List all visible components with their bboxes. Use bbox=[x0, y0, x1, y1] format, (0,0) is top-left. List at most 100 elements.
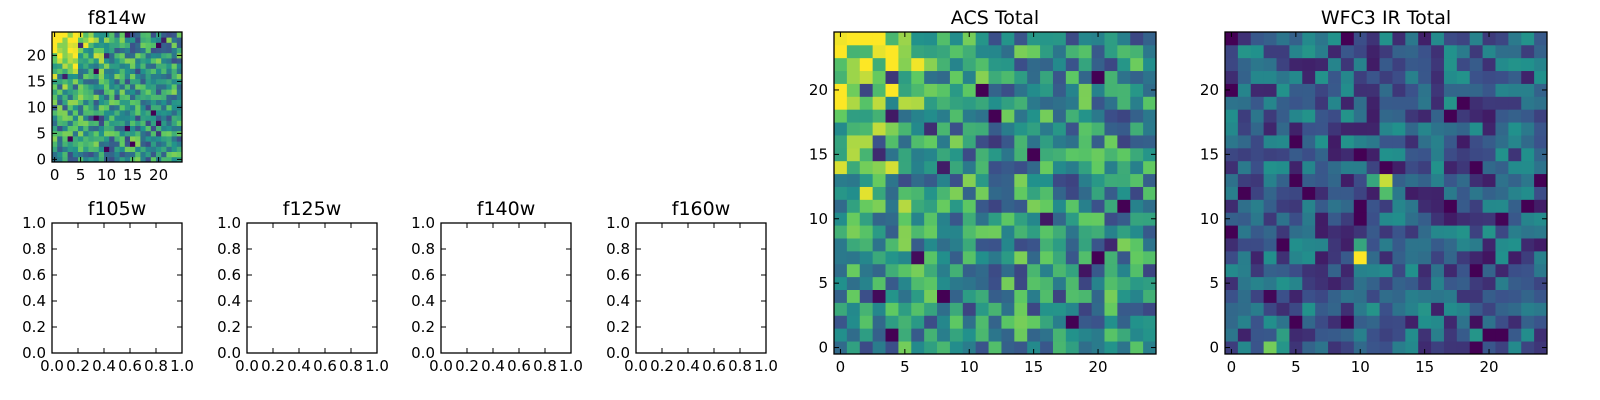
heatmap-cell bbox=[78, 94, 84, 100]
heatmap-cell bbox=[1065, 341, 1080, 355]
heatmap-cell bbox=[1418, 109, 1432, 123]
heatmap-cell bbox=[114, 73, 120, 80]
heatmap-cell bbox=[72, 63, 79, 69]
heatmap-cell bbox=[1117, 32, 1131, 46]
heatmap-cell bbox=[949, 276, 964, 290]
heatmap-cell bbox=[1091, 160, 1105, 175]
heatmap-cell bbox=[156, 99, 162, 106]
heatmap-cell bbox=[1117, 212, 1131, 226]
heatmap-cell bbox=[1014, 250, 1028, 265]
heatmap-cell bbox=[1495, 315, 1509, 329]
heatmap-cell bbox=[1534, 199, 1548, 213]
heatmap-cell bbox=[171, 63, 178, 69]
heatmap-cell bbox=[1456, 160, 1471, 175]
heatmap-cell bbox=[1469, 289, 1483, 303]
heatmap-cells-acs-total bbox=[834, 32, 1157, 355]
heatmap-cell bbox=[1091, 147, 1105, 162]
heatmap-cell bbox=[1117, 83, 1131, 97]
heatmap-cell bbox=[135, 37, 141, 43]
heatmap-cell bbox=[1078, 44, 1092, 59]
heatmap-cell bbox=[140, 58, 146, 64]
panel-title: f125w bbox=[283, 198, 342, 220]
heatmap-cell bbox=[1250, 289, 1265, 303]
heatmap-cell bbox=[1392, 109, 1406, 123]
heatmap-cell bbox=[911, 96, 925, 110]
heatmap-cell bbox=[98, 141, 105, 147]
heatmap-cell bbox=[1469, 32, 1483, 46]
heatmap-cell bbox=[78, 73, 84, 80]
heatmap-cell bbox=[924, 122, 938, 136]
heatmap-cell bbox=[130, 94, 136, 100]
heatmap-cell bbox=[119, 136, 126, 142]
heatmap-cell bbox=[1040, 186, 1054, 200]
heatmap-cell bbox=[1117, 263, 1131, 278]
heatmap-cell bbox=[1014, 186, 1028, 200]
heatmap-cell bbox=[1104, 212, 1118, 226]
heatmap-cell bbox=[109, 42, 115, 48]
heatmap-cell bbox=[1117, 238, 1131, 252]
heatmap-cell bbox=[949, 122, 964, 136]
heatmap-cell bbox=[1469, 96, 1483, 110]
heatmap-cell bbox=[1431, 173, 1445, 187]
heatmap-cell bbox=[885, 328, 899, 342]
heatmap-cell bbox=[962, 70, 977, 84]
heatmap-cell bbox=[135, 42, 141, 48]
x-tick-label: 10 bbox=[960, 358, 979, 376]
heatmap-cell bbox=[62, 115, 68, 121]
heatmap-cell bbox=[1237, 44, 1252, 59]
heatmap-cell bbox=[949, 328, 964, 342]
heatmap-cell bbox=[898, 109, 912, 123]
heatmap-cell bbox=[1001, 32, 1015, 46]
heatmap-cell bbox=[1143, 186, 1157, 200]
heatmap-cell bbox=[104, 63, 110, 69]
heatmap-cell bbox=[93, 104, 100, 111]
heatmap-cell bbox=[78, 84, 84, 90]
heatmap-cell bbox=[846, 186, 861, 200]
heatmap-cell bbox=[1117, 289, 1131, 303]
heatmap-cell bbox=[1418, 250, 1432, 265]
heatmap-cell bbox=[846, 147, 861, 162]
heatmap-cell bbox=[1443, 160, 1458, 175]
heatmap-cell bbox=[1027, 289, 1041, 303]
y-tick-label: 15 bbox=[1200, 145, 1219, 163]
heatmap-cell bbox=[1237, 276, 1252, 290]
heatmap-cell bbox=[1117, 250, 1131, 265]
heatmap-cell bbox=[834, 83, 848, 97]
heatmap-cell bbox=[1040, 289, 1054, 303]
heatmap-cell bbox=[1091, 83, 1105, 97]
heatmap-cell bbox=[171, 156, 178, 163]
heatmap-cell bbox=[834, 135, 848, 149]
heatmap-cell bbox=[1001, 341, 1015, 355]
y-tick-label: 0.4 bbox=[22, 292, 46, 310]
heatmap-cell bbox=[135, 130, 141, 137]
heatmap-cell bbox=[937, 135, 951, 149]
heatmap-cell bbox=[1366, 57, 1380, 72]
heatmap-cell bbox=[83, 78, 89, 85]
heatmap-cell bbox=[98, 37, 105, 43]
heatmap-cell bbox=[1104, 263, 1118, 278]
heatmap-cell bbox=[1315, 250, 1329, 265]
heatmap-cell bbox=[1469, 238, 1483, 252]
heatmap-cell bbox=[1014, 57, 1028, 72]
heatmap-cell bbox=[150, 146, 157, 152]
heatmap-cell bbox=[1027, 70, 1041, 84]
heatmap-cell bbox=[1027, 44, 1041, 59]
heatmap-cell bbox=[98, 110, 105, 116]
heatmap-cell bbox=[1237, 96, 1252, 110]
heatmap-cell bbox=[1078, 173, 1092, 187]
heatmap-cell bbox=[1328, 32, 1342, 46]
heatmap-cell bbox=[1340, 328, 1355, 342]
x-tick-label: 10 bbox=[1351, 358, 1370, 376]
heatmap-cell bbox=[150, 63, 157, 69]
heatmap-cell bbox=[846, 57, 861, 72]
heatmap-cell bbox=[1143, 96, 1157, 110]
heatmap-cell bbox=[1482, 96, 1496, 110]
heatmap-cell bbox=[104, 125, 110, 132]
heatmap-cell bbox=[1065, 250, 1080, 265]
heatmap-cell bbox=[104, 146, 110, 152]
heatmap-cell bbox=[1379, 238, 1393, 252]
heatmap-cell bbox=[130, 120, 136, 126]
heatmap-cell bbox=[1276, 263, 1290, 278]
heatmap-cell bbox=[156, 52, 162, 59]
heatmap-cell bbox=[1315, 122, 1329, 136]
